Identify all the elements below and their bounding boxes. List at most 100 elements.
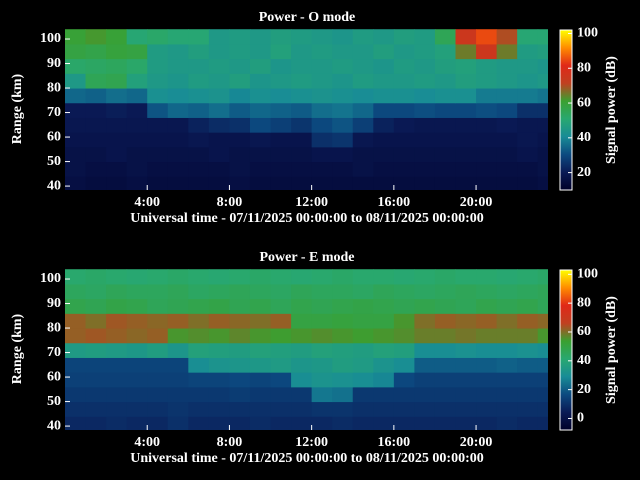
cell [373,357,395,373]
cell [65,176,87,190]
cell [455,283,477,300]
cell [106,386,128,403]
cell [126,357,148,373]
cell [65,342,87,358]
cell [414,88,436,104]
cell [455,161,477,177]
cell [537,372,548,388]
cell [65,269,87,285]
cell [85,298,107,314]
cell [434,102,457,118]
cell [208,416,230,430]
cell [188,43,210,60]
cell [270,161,292,177]
cell [291,313,313,329]
cell [291,132,313,148]
cell [188,102,210,118]
cell [373,342,395,358]
cell [496,386,518,403]
cell [311,386,333,403]
cell [147,88,169,104]
cell [496,43,518,60]
cell [476,58,498,74]
cell [455,88,477,104]
cell [167,146,189,163]
cell [291,328,313,344]
cell [208,102,230,118]
cell [85,58,107,74]
cell [352,73,374,89]
cell [414,176,436,190]
cell [249,29,272,45]
cell [291,386,313,403]
cell [126,372,148,388]
cell [373,298,395,314]
cell [373,73,395,89]
cell [496,29,518,45]
cell [496,161,518,177]
cell [147,43,169,60]
x-tick-label: 12:00 [295,195,328,210]
cell [188,73,210,89]
cell [352,58,374,74]
cell [496,416,518,430]
cell [208,132,230,148]
cell [229,269,251,285]
cell [106,416,128,430]
cell [537,176,548,190]
cell [291,342,313,358]
cell [373,29,395,45]
cell [188,88,210,104]
cell [270,357,292,373]
cell [147,357,169,373]
cell [229,161,251,177]
cell [373,313,395,329]
cell [291,117,313,133]
cell [332,146,354,163]
cell [332,269,354,285]
cell [85,73,107,89]
cell [455,372,477,388]
cell [373,132,395,148]
cell [537,401,548,417]
cell [188,313,210,329]
cell [373,386,395,403]
cell [147,342,169,358]
y-axis-label: Range (km) [10,73,25,144]
cell [414,58,436,74]
cell [496,102,518,118]
cell [517,342,539,358]
cell [476,401,498,417]
cell [85,132,107,148]
cell [167,283,189,300]
cell [126,401,148,417]
cell [85,283,107,300]
cell [455,58,477,74]
cell [229,102,251,118]
cell [65,117,87,133]
cell [332,161,354,177]
cell [352,269,374,285]
cell [167,73,189,89]
cell [455,146,477,163]
x-axis-label: Universal time - 07/11/2025 00:00:00 to … [130,211,483,226]
cell [126,146,148,163]
cell [455,269,477,285]
cell [352,161,374,177]
cell [393,372,415,388]
cell [85,386,107,403]
cell [517,58,539,74]
cell [188,176,210,190]
cell [188,401,210,417]
cell [517,102,539,118]
colorbar [559,269,573,431]
cell [476,357,498,373]
cell [311,43,333,60]
cell [496,132,518,148]
cell [188,283,210,300]
cell [126,29,148,45]
cell [537,313,548,329]
cell [291,29,313,45]
cell [126,117,148,133]
cell [208,298,230,314]
